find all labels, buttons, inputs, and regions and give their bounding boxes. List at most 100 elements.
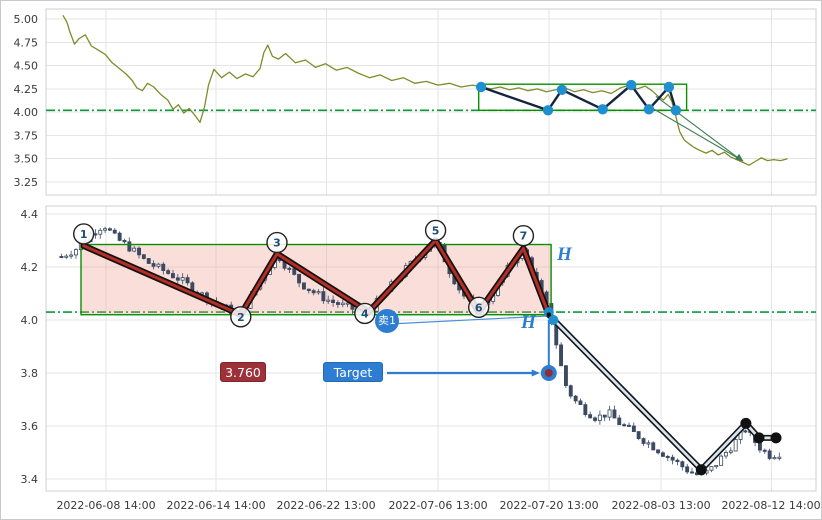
y-axis-tick-label: 4.0 xyxy=(21,314,39,327)
pivot-dot xyxy=(626,80,636,90)
candle-body xyxy=(118,233,121,240)
y-axis-tick-label: 4.4 xyxy=(21,208,39,221)
h-label-top: H xyxy=(557,244,572,266)
candle-body xyxy=(70,255,73,256)
candle-body xyxy=(744,431,747,432)
candle-body xyxy=(724,452,727,456)
candle-body xyxy=(608,410,611,417)
target-label: Target xyxy=(323,362,383,382)
candle-body xyxy=(60,256,63,257)
plot-frame xyxy=(46,9,816,195)
forecast-outline xyxy=(549,315,776,470)
sell-signal-badge: 卖1 xyxy=(375,309,399,333)
candle-body xyxy=(186,278,189,283)
pivot-dot xyxy=(476,82,486,92)
y-axis-tick-label: 3.75 xyxy=(14,129,39,142)
y-axis-tick-label: 5.00 xyxy=(14,13,39,26)
candle-body xyxy=(773,458,776,459)
candle-body xyxy=(666,456,669,457)
pivot-number-2: 2 xyxy=(237,311,245,324)
candle-body xyxy=(768,451,771,459)
target-marker-inner xyxy=(545,369,553,377)
forecast-dot xyxy=(696,464,707,475)
candle-body xyxy=(560,345,563,366)
candlestick-chart[interactable]: 4.44.24.03.83.63.41234567 xyxy=(1,201,822,501)
candle-body xyxy=(594,418,597,421)
forecast-line xyxy=(549,315,776,470)
pivot-dot xyxy=(598,104,608,114)
candle-body xyxy=(618,418,621,425)
candle-body xyxy=(627,425,630,426)
x-axis-label: 2022-06-22 13:00 xyxy=(266,499,386,512)
candle-body xyxy=(298,274,301,283)
candle-body xyxy=(584,405,587,415)
x-axis: 2022-06-08 14:002022-06-14 14:002022-06-… xyxy=(1,499,822,519)
candle-body xyxy=(171,274,174,278)
x-axis-label: 2022-06-14 14:00 xyxy=(156,499,276,512)
y-axis-tick-label: 3.50 xyxy=(14,153,39,166)
candle-body xyxy=(99,230,102,234)
candle-body xyxy=(642,439,645,444)
candle-body xyxy=(647,443,650,444)
pivot-number-5: 5 xyxy=(432,224,440,237)
pivot-dot xyxy=(557,85,567,95)
candle-body xyxy=(341,303,344,305)
candle-body xyxy=(176,278,179,280)
candle-body xyxy=(317,292,320,293)
candle-body xyxy=(569,386,572,396)
x-axis-label: 2022-07-06 13:00 xyxy=(378,499,498,512)
candle-body xyxy=(312,291,315,293)
y-axis-tick-label: 3.8 xyxy=(21,367,39,380)
candle-body xyxy=(613,410,616,418)
candle-body xyxy=(729,451,732,453)
candle-body xyxy=(763,450,766,451)
candle-body xyxy=(603,415,606,417)
candle-body xyxy=(113,230,116,233)
candle-body xyxy=(579,401,582,405)
candle-body xyxy=(574,396,577,401)
candle-body xyxy=(686,467,689,472)
candle-body xyxy=(162,264,165,270)
y-axis-tick-label: 4.50 xyxy=(14,60,39,73)
target-arrowhead xyxy=(532,370,540,377)
y-axis-tick-label: 3.6 xyxy=(21,420,39,433)
pivot-dot xyxy=(664,82,674,92)
candle-body xyxy=(758,443,761,451)
candle-body xyxy=(128,242,131,251)
pivot-number-3: 3 xyxy=(273,237,281,250)
x-axis-label: 2022-08-03 13:00 xyxy=(601,499,721,512)
candle-body xyxy=(564,366,567,386)
x-axis-label: 2022-08-12 14:00 xyxy=(711,499,822,512)
candle-body xyxy=(181,278,184,281)
candle-body xyxy=(661,453,664,457)
y-axis-tick-label: 4.2 xyxy=(21,261,39,274)
candle-body xyxy=(302,283,305,289)
y-axis-tick-label: 3.4 xyxy=(21,473,39,486)
stop-price-tag: 3.760 xyxy=(220,362,266,382)
overview-chart[interactable]: 5.004.754.504.254.003.753.503.25 xyxy=(1,1,822,201)
candle-body xyxy=(671,457,674,460)
x-axis-label: 2022-06-08 14:00 xyxy=(46,499,166,512)
pivot-number-1: 1 xyxy=(80,228,88,241)
pivot-number-6: 6 xyxy=(475,301,483,314)
y-axis-tick-label: 4.75 xyxy=(14,36,39,49)
candle-body xyxy=(637,432,640,439)
candle-body xyxy=(332,300,335,303)
candle-body xyxy=(734,440,737,452)
candle-body xyxy=(152,264,155,267)
y-axis-tick-label: 4.25 xyxy=(14,83,39,96)
candle-body xyxy=(327,300,330,301)
pivot-dot xyxy=(671,105,681,115)
candle-body xyxy=(632,426,635,432)
candle-body xyxy=(293,269,296,275)
candle-body xyxy=(108,229,111,231)
candle-body xyxy=(138,248,141,255)
pivot-number-7: 7 xyxy=(520,230,528,243)
forecast-dot xyxy=(771,432,782,443)
forecast-dot xyxy=(740,418,751,429)
chart-stage: 5.004.754.504.254.003.753.503.25 4.44.24… xyxy=(0,0,822,520)
candle-body xyxy=(104,229,107,231)
candle-body xyxy=(778,457,781,458)
x-axis-label: 2022-07-20 13:00 xyxy=(489,499,609,512)
candle-body xyxy=(691,472,694,473)
